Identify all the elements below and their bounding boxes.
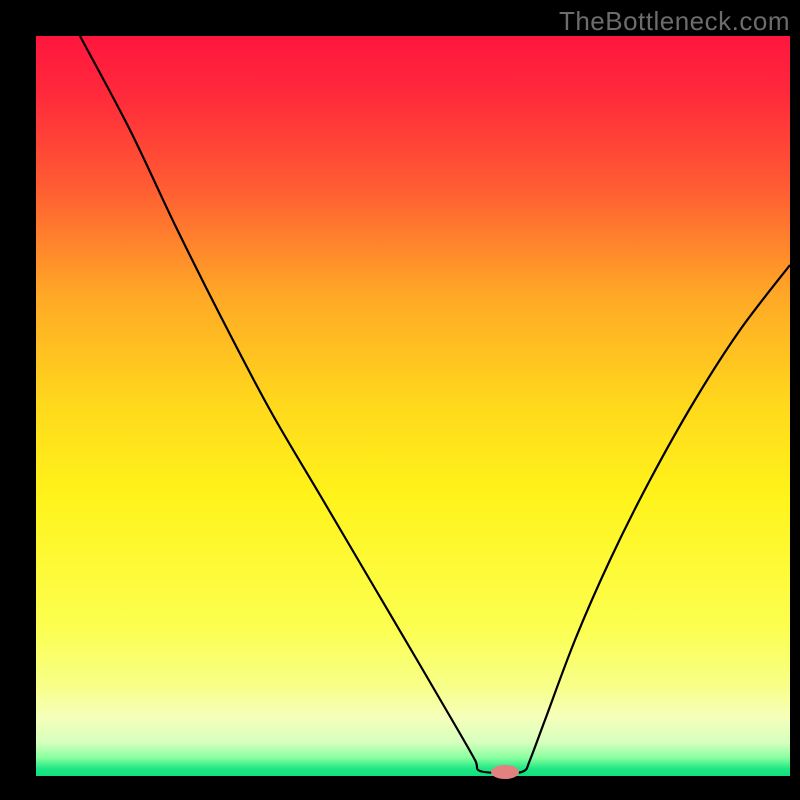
- chart-frame: TheBottleneck.com: [0, 0, 800, 800]
- plot-background: [36, 36, 790, 776]
- optimal-point-marker: [491, 765, 519, 779]
- bottleneck-curve-chart: [0, 0, 800, 800]
- watermark-text: TheBottleneck.com: [559, 6, 790, 37]
